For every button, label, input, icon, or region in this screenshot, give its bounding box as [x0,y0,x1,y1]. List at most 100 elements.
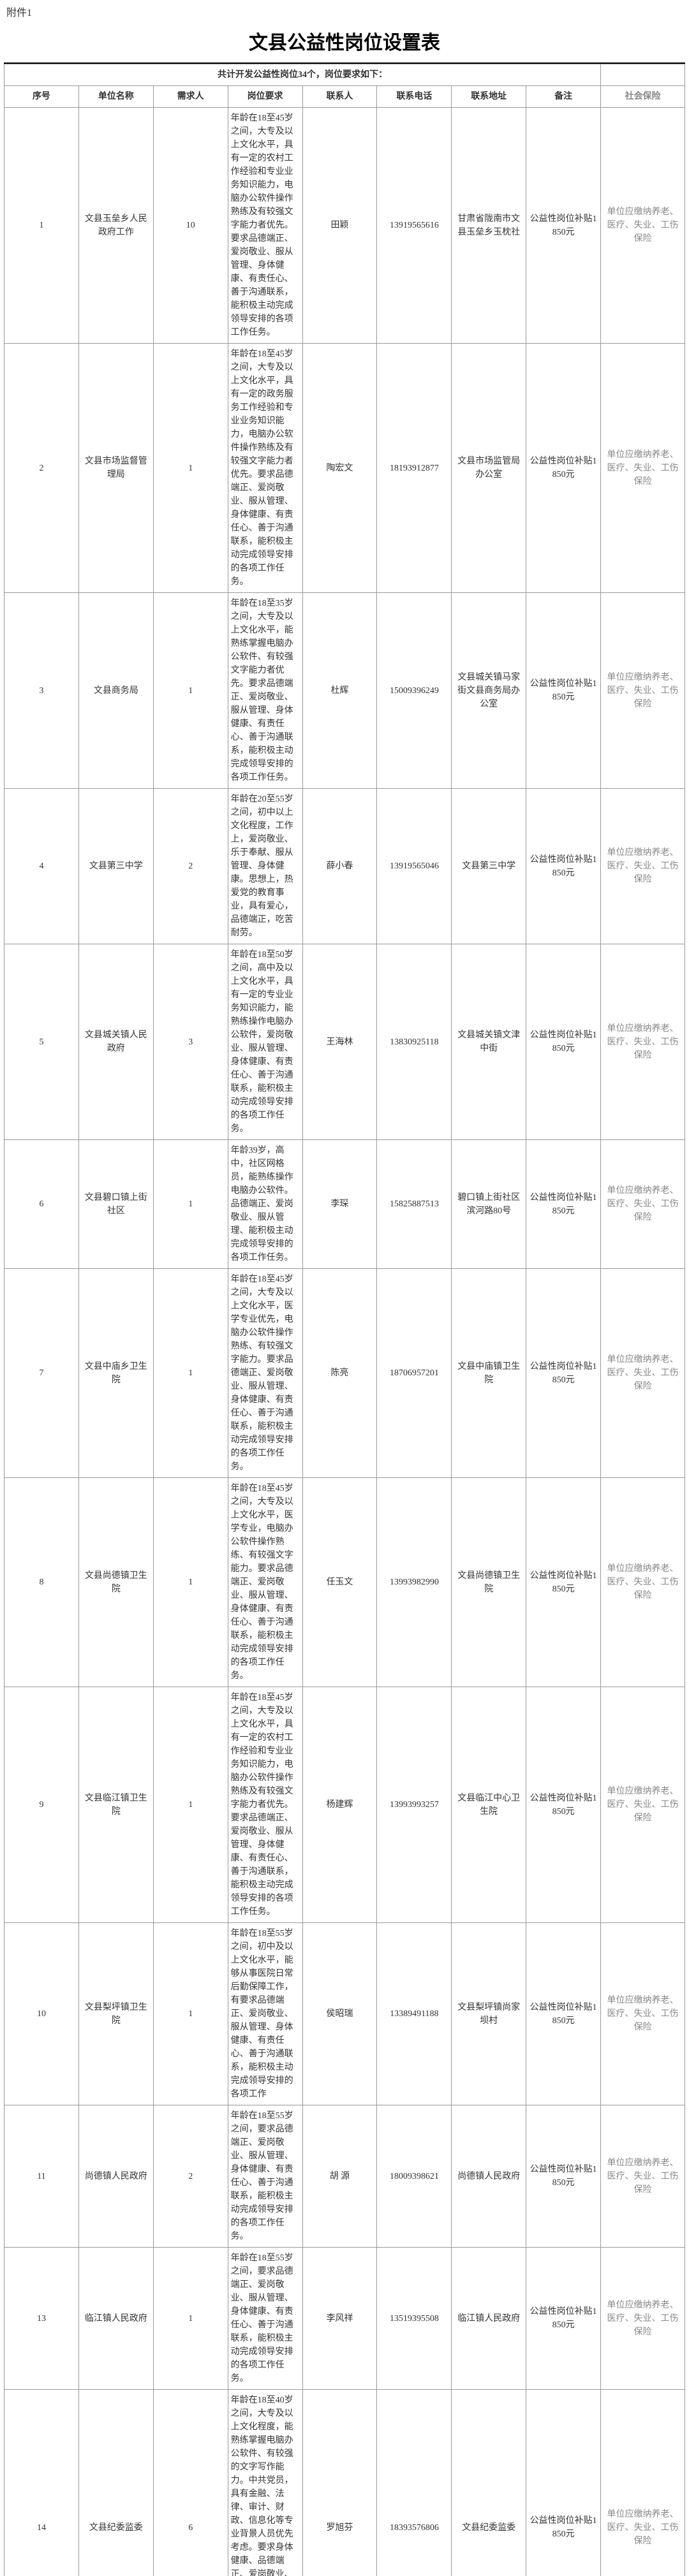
cell-req: 年龄39岁，高中，社区网格员，能熟练操作电脑办公软件。品德端正、爱岗敬业、服从管… [228,1140,302,1269]
cell-contact: 任玉文 [302,1478,377,1687]
cell-seq: 4 [4,789,79,944]
cell-unit: 文县商务局 [78,593,153,789]
cell-need: 3 [153,944,228,1140]
cell-unit: 临江镇人民政府 [78,2248,153,2390]
attachment-label: 附件1 [4,3,685,20]
cell-unit: 文县尚德镇卫生院 [78,1478,153,1687]
cell-phone: 15825887513 [377,1140,452,1269]
cell-insurance: 单位应缴纳养老、医疗、失业、工伤保险 [601,344,685,593]
sheet: 附件1 文县公益性岗位设置表 共计开发公益性岗位34个，岗位要求如下： 序号 单… [0,0,689,2576]
cell-seq: 9 [4,1687,79,1923]
cell-phone: 18706957201 [377,1269,452,1478]
table-row: 4文县第三中学2年龄在20至55岁之间，初中以上文化程度，工作上，爱岗敬业、乐于… [4,789,685,944]
cell-insurance: 单位应缴纳养老、医疗、失业、工伤保险 [601,108,685,344]
cell-insurance: 单位应缴纳养老、医疗、失业、工伤保险 [601,593,685,789]
cell-seq: 2 [4,344,79,593]
cell-addr: 文县城关镇文津中街 [452,944,526,1140]
cell-remark: 公益性岗位补贴1850元 [526,1140,601,1269]
cell-req: 年龄在18至35岁之间，大专及以上文化水平，能熟练掌握电脑办公软件、有较强文字能… [228,593,302,789]
cell-need: 1 [153,1687,228,1923]
cell-unit: 文县纪委监委 [78,2390,153,2576]
cell-req: 年龄在18至45岁之间，大专及以上文化水平，具有一定的农村工作经验和专业业务知识… [228,1687,302,1923]
cell-unit: 文县临江镇卫生院 [78,1687,153,1923]
cell-req: 年龄在18至45岁之间，大专及以上文化水平，具有一定的政务服务工作经验和专业业务… [228,344,302,593]
cell-insurance: 单位应缴纳养老、医疗、失业、工伤保险 [601,2105,685,2248]
cell-req: 年龄在18至55岁之间，要求品德端正、爱岗敬业、服从管理、身体健康、有责任心、善… [228,2105,302,2248]
cell-unit: 尚德镇人民政府 [78,2105,153,2248]
cell-seq: 11 [4,2105,79,2248]
cell-addr: 文县梨坪镇尚家坝村 [452,1923,526,2105]
cell-unit: 文县城关镇人民政府 [78,944,153,1140]
cell-addr: 文县尚德镇卫生院 [452,1478,526,1687]
table-row: 14文县纪委监委6年龄在18至40岁之间，大专及以上文化程度，能熟练掌握电脑办公… [4,2390,685,2576]
cell-phone: 18009398621 [377,2105,452,2248]
cell-phone: 13919565616 [377,108,452,344]
header-phone: 联系电话 [377,86,452,108]
cell-req: 年龄在18至50岁之间，高中及以上文化水平，具有一定的专业业务知识能力，能熟练操… [228,944,302,1140]
cell-contact: 杨建辉 [302,1687,377,1923]
cell-need: 1 [153,1478,228,1687]
cell-insurance: 单位应缴纳养老、医疗、失业、工伤保险 [601,2248,685,2390]
cell-remark: 公益性岗位补贴1850元 [526,344,601,593]
cell-phone: 13993993257 [377,1687,452,1923]
cell-contact: 李风祥 [302,2248,377,2390]
cell-seq: 13 [4,2248,79,2390]
cell-phone: 13389491188 [377,1923,452,2105]
cell-contact: 薛小春 [302,789,377,944]
cell-unit: 文县碧口镇上街社区 [78,1140,153,1269]
cell-seq: 3 [4,593,79,789]
cell-unit: 文县第三中学 [78,789,153,944]
cell-req: 年龄在18至55岁之间，初中及以上文化水平，能够从事医院日常后勤保障工作，有要求… [228,1923,302,2105]
cell-seq: 10 [4,1923,79,2105]
cell-remark: 公益性岗位补贴1850元 [526,1269,601,1478]
cell-need: 1 [153,1140,228,1269]
subtitle-row: 共计开发公益性岗位34个，岗位要求如下： [4,64,685,86]
cell-unit: 文县梨坪镇卫生院 [78,1923,153,2105]
cell-remark: 公益性岗位补贴1850元 [526,593,601,789]
cell-insurance: 单位应缴纳养老、医疗、失业、工伤保险 [601,1478,685,1687]
cell-need: 6 [153,2390,228,2576]
cell-req: 年龄在18至55岁之间，要求品德端正、爱岗敬业、服从管理、身体健康、有责任心、善… [228,2248,302,2390]
cell-insurance: 单位应缴纳养老、医疗、失业、工伤保险 [601,1140,685,1269]
header-req: 岗位要求 [228,86,302,108]
positions-table: 共计开发公益性岗位34个，岗位要求如下： 序号 单位名称 需求人 岗位要求 联系… [4,64,685,2576]
subtitle: 共计开发公益性岗位34个，岗位要求如下： [4,64,601,86]
cell-contact: 罗旭芬 [302,2390,377,2576]
table-row: 2文县市场监督管理局1年龄在18至45岁之间，大专及以上文化水平，具有一定的政务… [4,344,685,593]
cell-phone: 15009396249 [377,593,452,789]
cell-remark: 公益性岗位补贴1850元 [526,2105,601,2248]
table-row: 5文县城关镇人民政府3年龄在18至50岁之间，高中及以上文化水平，具有一定的专业… [4,944,685,1140]
table-row: 13临江镇人民政府1年龄在18至55岁之间，要求品德端正、爱岗敬业、服从管理、身… [4,2248,685,2390]
cell-req: 年龄在18至45岁之间，大专及以上文化水平，医学专业优先，电脑办公软件操作熟练、… [228,1269,302,1478]
cell-addr: 文县城关镇马家街文县商务局办公室 [452,593,526,789]
cell-contact: 陈亮 [302,1269,377,1478]
cell-seq: 1 [4,108,79,344]
cell-seq: 14 [4,2390,79,2576]
cell-need: 1 [153,593,228,789]
cell-seq: 6 [4,1140,79,1269]
cell-contact: 侯昭瑞 [302,1923,377,2105]
table-row: 7文县中庙乡卫生院1年龄在18至45岁之间，大专及以上文化水平，医学专业优先，电… [4,1269,685,1478]
cell-remark: 公益性岗位补贴1850元 [526,2390,601,2576]
header-row: 序号 单位名称 需求人 岗位要求 联系人 联系电话 联系地址 备注 社会保险 [4,86,685,108]
page-title: 文县公益性岗位设置表 [4,20,685,64]
table-row: 3文县商务局1年龄在18至35岁之间，大专及以上文化水平，能熟练掌握电脑办公软件… [4,593,685,789]
cell-addr: 临江镇人民政府 [452,2248,526,2390]
cell-addr: 甘肃省陇南市文县玉垒乡玉枕社 [452,108,526,344]
header-seq: 序号 [4,86,79,108]
table-row: 10文县梨坪镇卫生院1年龄在18至55岁之间，初中及以上文化水平，能够从事医院日… [4,1923,685,2105]
cell-need: 2 [153,789,228,944]
table-row: 8文县尚德镇卫生院1年龄在18至45岁之间，大专及以上文化水平，医学专业，电脑办… [4,1478,685,1687]
cell-phone: 13519395508 [377,2248,452,2390]
cell-seq: 8 [4,1478,79,1687]
cell-need: 1 [153,344,228,593]
cell-need: 1 [153,1269,228,1478]
header-unit: 单位名称 [78,86,153,108]
cell-addr: 尚德镇人民政府 [452,2105,526,2248]
cell-remark: 公益性岗位补贴1850元 [526,108,601,344]
cell-req: 年龄在18至40岁之间，大专及以上文化程度，能熟练掌握电脑办公软件、有较强的文字… [228,2390,302,2576]
header-addr: 联系地址 [452,86,526,108]
cell-unit: 文县中庙乡卫生院 [78,1269,153,1478]
cell-need: 10 [153,108,228,344]
cell-need: 1 [153,1923,228,2105]
